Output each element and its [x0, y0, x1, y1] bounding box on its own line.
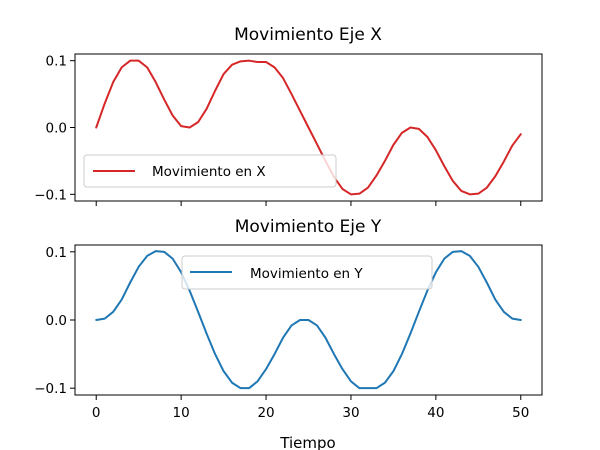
y-tick-label: 0.1: [46, 54, 67, 70]
series-line: [95, 59, 522, 196]
x-tick-label: 0: [92, 405, 101, 421]
x-tick-label: 50: [512, 405, 529, 421]
y-tick-label: 0.0: [46, 313, 67, 329]
x-tick-label: 30: [342, 405, 359, 421]
subplot-movimiento-y: Movimiento Eje Y −0.1 0.0 0.1 0 10 20 30 40 50 M…: [34, 217, 543, 450]
subplot-movimiento-x: Movimiento Eje X −0.1 0.0 0.1 Movimiento e…: [34, 25, 543, 206]
subplot-x-legend[interactable]: Movimiento en X: [83, 154, 337, 188]
subplot-x-series: [95, 59, 522, 196]
y-tick-label: 0.0: [46, 121, 67, 137]
y-tick-label: 0.1: [46, 245, 67, 261]
subplot-x-title: Movimiento Eje X: [234, 25, 382, 45]
subplot-x-axes-frame: [74, 53, 543, 202]
subplot-y-legend-label: Movimiento en Y: [250, 266, 363, 282]
x-tick-label: 10: [173, 405, 190, 421]
subplot-y-legend[interactable]: Movimiento en Y: [181, 255, 433, 290]
subplot-y-title: Movimiento Eje Y: [235, 217, 382, 237]
series-line: [95, 250, 522, 390]
x-tick-label: 40: [427, 405, 444, 421]
x-tick-label: 20: [257, 405, 274, 421]
y-tick-label: −0.1: [34, 187, 67, 203]
subplot-x-ticks: −0.1 0.0 0.1: [34, 54, 522, 206]
subplot-x-legend-label: Movimiento en X: [152, 164, 266, 180]
subplot-y-axes-frame: [74, 244, 543, 396]
subplot-y-series: [95, 250, 522, 390]
subplot-y-legend-box: [181, 255, 433, 290]
subplot-x-legend-box: [83, 154, 337, 188]
y-tick-label: −0.1: [34, 381, 67, 397]
x-axis-label: Tiempo: [279, 434, 335, 450]
subplot-y-ticks: −0.1 0.0 0.1 0 10 20 30 40 50: [34, 245, 529, 421]
